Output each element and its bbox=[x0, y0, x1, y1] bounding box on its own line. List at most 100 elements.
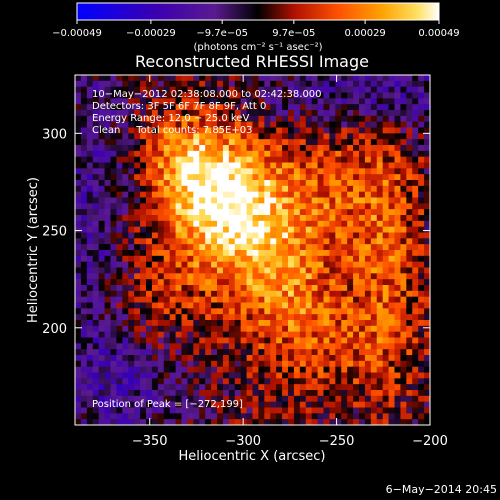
heatmap-cell bbox=[193, 86, 200, 94]
heatmap-cell bbox=[134, 407, 141, 414]
heatmap-cell bbox=[335, 413, 342, 420]
heatmap-cell bbox=[128, 168, 135, 175]
heatmap-cell bbox=[406, 302, 413, 309]
heatmap-cell bbox=[311, 355, 319, 362]
heatmap-cell bbox=[400, 121, 407, 129]
heatmap-cell bbox=[418, 156, 425, 164]
heatmap-cell bbox=[293, 185, 301, 193]
heatmap-cell bbox=[228, 115, 236, 123]
heatmap-cell bbox=[406, 255, 413, 263]
heatmap-cell bbox=[323, 250, 331, 257]
heatmap-cell bbox=[228, 279, 236, 286]
heatmap-cell bbox=[370, 92, 378, 99]
heatmap-cell bbox=[359, 413, 366, 420]
heatmap-cell bbox=[353, 314, 360, 321]
heatmap-cell bbox=[228, 325, 236, 333]
heatmap-cell bbox=[288, 250, 295, 257]
heatmap-cell bbox=[252, 290, 260, 298]
heatmap-cell bbox=[323, 390, 331, 397]
heatmap-cell bbox=[181, 86, 189, 94]
heatmap-cell bbox=[323, 168, 331, 175]
heatmap-cell bbox=[92, 244, 100, 251]
heatmap-cell bbox=[222, 331, 230, 339]
heatmap-cell bbox=[406, 209, 413, 216]
heatmap-cell bbox=[140, 279, 147, 286]
chart-title: Reconstructed RHESSI Image bbox=[135, 52, 369, 71]
heatmap-cell bbox=[329, 150, 336, 158]
heatmap-cell bbox=[169, 273, 177, 280]
heatmap-cell bbox=[181, 180, 189, 187]
heatmap-cell bbox=[382, 92, 390, 99]
heatmap-cell bbox=[364, 337, 372, 344]
heatmap-cell bbox=[134, 308, 141, 315]
heatmap-cell bbox=[264, 133, 271, 140]
heatmap-cell bbox=[146, 296, 153, 304]
heatmap-cell bbox=[359, 86, 366, 94]
heatmap-cell bbox=[370, 209, 378, 216]
heatmap-cell bbox=[406, 215, 413, 222]
heatmap-cell bbox=[246, 232, 254, 239]
heatmap-cell bbox=[98, 343, 106, 350]
heatmap-cell bbox=[140, 360, 147, 368]
heatmap-cell bbox=[359, 150, 366, 158]
heatmap-cell bbox=[370, 180, 378, 187]
heatmap-cell bbox=[258, 215, 265, 222]
heatmap-cell bbox=[75, 401, 82, 409]
heatmap-cell bbox=[293, 92, 301, 99]
heatmap-cell bbox=[181, 209, 189, 216]
heatmap-cell bbox=[140, 395, 147, 403]
heatmap-cell bbox=[222, 366, 230, 374]
heatmap-cell bbox=[122, 203, 129, 210]
heatmap-cell bbox=[228, 302, 236, 309]
heatmap-cell bbox=[228, 238, 236, 245]
heatmap-cell bbox=[140, 261, 147, 269]
heatmap-cell bbox=[128, 366, 135, 374]
heatmap-cell bbox=[347, 98, 354, 105]
heatmap-cell bbox=[311, 302, 319, 309]
heatmap-cell bbox=[92, 127, 100, 134]
heatmap-cell bbox=[110, 273, 118, 280]
heatmap-cell bbox=[134, 180, 141, 187]
heatmap-cell bbox=[329, 110, 336, 117]
heatmap-cell bbox=[394, 220, 402, 228]
heatmap-cell bbox=[86, 372, 94, 379]
heatmap-cell bbox=[418, 337, 425, 344]
heatmap-cell bbox=[240, 121, 248, 129]
heatmap-cell bbox=[181, 407, 189, 414]
heatmap-cell bbox=[323, 419, 331, 425]
heatmap-cell bbox=[258, 127, 265, 134]
y-tick-label: 300 bbox=[42, 127, 67, 142]
heatmap-cell bbox=[258, 384, 265, 391]
heatmap-cell bbox=[157, 255, 165, 263]
heatmap-cell bbox=[317, 226, 325, 234]
heatmap-cell bbox=[335, 197, 342, 204]
heatmap-cell bbox=[382, 337, 390, 344]
heatmap-cell bbox=[246, 250, 254, 257]
heatmap-cell bbox=[394, 349, 402, 356]
heatmap-cell bbox=[199, 139, 206, 146]
heatmap-cell bbox=[193, 121, 200, 129]
heatmap-cell bbox=[293, 384, 301, 391]
heatmap-cell bbox=[211, 220, 218, 228]
heatmap-cell bbox=[311, 75, 319, 82]
heatmap-cell bbox=[151, 401, 159, 409]
heatmap-cell bbox=[424, 407, 430, 414]
heatmap-cell bbox=[418, 296, 425, 304]
annotation-detectors: Detectors: 3F 5F 6F 7F 8F 9F, Att 0 bbox=[92, 101, 266, 112]
heatmap-cell bbox=[376, 279, 384, 286]
heatmap-cell bbox=[412, 185, 419, 193]
heatmap-cell bbox=[75, 285, 82, 292]
heatmap-cell bbox=[157, 80, 165, 88]
heatmap-cell bbox=[199, 80, 206, 88]
heatmap-cell bbox=[400, 308, 407, 315]
heatmap-cell bbox=[364, 355, 372, 362]
heatmap-cell bbox=[276, 413, 283, 420]
heatmap-cell bbox=[205, 98, 212, 105]
annotation-time-range: 10−May−2012 02:38:08.000 to 02:42:38.000 bbox=[92, 89, 322, 100]
heatmap-cell bbox=[376, 372, 384, 379]
heatmap-cell bbox=[75, 419, 82, 425]
heatmap-cell bbox=[187, 395, 194, 403]
heatmap-cell bbox=[98, 366, 106, 374]
heatmap-cell bbox=[317, 331, 325, 339]
heatmap-cell bbox=[151, 366, 159, 374]
